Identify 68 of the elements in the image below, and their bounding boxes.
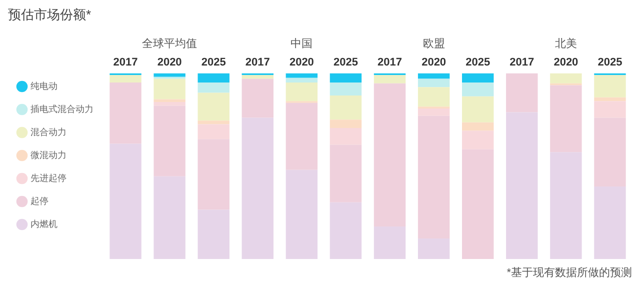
bar [330,73,362,82]
text: 北美 [554,37,577,50]
bar [242,118,274,259]
bar [462,122,494,131]
text: 中国 [290,37,313,50]
x-tick-label: 2020 [422,56,446,69]
legend-label: 内燃机 [30,218,58,229]
bar [154,73,186,77]
legend-label: 插电式混合动力 [30,104,94,114]
bar [418,73,450,79]
bar [594,186,626,259]
legend-label: 纯电动 [30,80,58,91]
bar [418,238,450,259]
bar [462,96,494,122]
bar [286,170,318,259]
bar [462,82,494,96]
bar [506,73,538,112]
bar [418,78,450,88]
bar [154,78,186,100]
bar [550,152,582,259]
legend-label: 起停 [30,196,48,206]
bar [418,87,450,107]
bar [198,92,230,121]
bar [330,120,362,128]
bar [110,75,142,82]
legend-label: 先进起停 [30,172,66,183]
legend-label: 混合动力 [30,126,66,137]
bar [110,144,142,259]
text: *基于现有数据所做的预测 [506,266,632,280]
bar [286,73,318,78]
bar [594,75,626,98]
bar [330,202,362,259]
x-tick-label: 2025 [201,56,226,69]
bar [594,97,626,102]
bar [374,83,406,226]
bar [286,82,318,102]
text: 欧盟 [422,38,445,50]
bar [198,73,230,82]
legend-label: 微混动力 [30,150,66,160]
x-tick-label: 2020 [289,56,314,69]
bar [198,82,230,93]
x-tick-label: 2025 [598,56,622,69]
bar [286,102,318,170]
bar [550,73,582,84]
x-tick-label: 2017 [378,56,402,69]
x-tick-label: 2020 [554,56,578,69]
x-tick-label: 2020 [157,56,182,69]
chart-title: 预估市场份额* [8,6,92,24]
bar [550,85,582,152]
bar [286,78,318,82]
bar [506,112,538,259]
x-tick-label: 2017 [113,56,138,69]
bar [330,82,362,96]
bar [110,82,142,144]
bar [154,176,186,259]
x-tick-label: 2025 [466,56,490,69]
bar [242,75,274,79]
bar [462,73,494,82]
bar [374,75,406,84]
text: 全球平均值 [142,37,198,50]
bar [154,106,186,176]
bar [198,210,230,259]
x-tick-label: 2017 [510,56,534,69]
bar [374,226,406,259]
x-tick-label: 2017 [245,56,270,69]
bar [242,78,274,118]
x-tick-label: 2025 [333,56,358,69]
bar [330,95,362,120]
